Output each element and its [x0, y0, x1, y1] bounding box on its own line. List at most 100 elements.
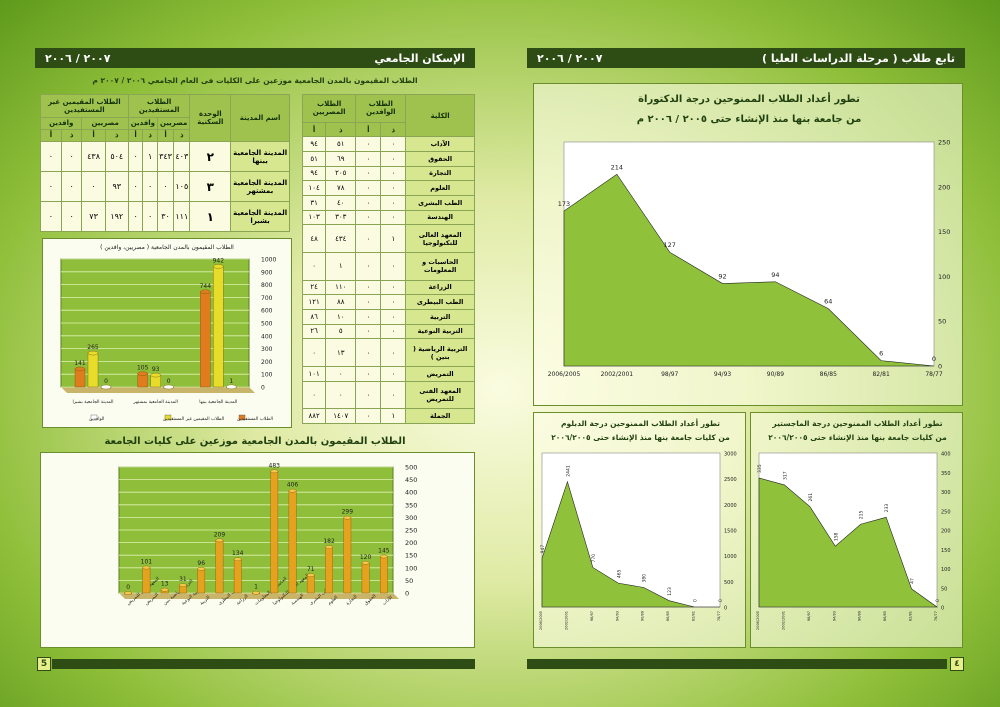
table-cell: ٤٣٤: [325, 224, 357, 253]
city-unit: ١: [189, 201, 232, 232]
city-header-egy: مصريين: [81, 116, 129, 130]
tick-label: 100: [941, 567, 951, 573]
college-name: المعهد العالى للتكنولوجيا: [405, 224, 475, 253]
data-label: 770: [591, 554, 597, 563]
diploma-title-2: من كليات جامعة بنها منذ الإنشاء حتى ٢٠٠٦…: [551, 433, 730, 442]
table-cell: ٨٦: [301, 308, 327, 325]
city-chart: الطلاب المقيمون بالمدن الجامعية ( مصريين…: [60, 244, 276, 422]
city-subheader: أ: [127, 128, 144, 143]
left-page-number: 5: [37, 657, 51, 671]
tick-label: 500: [405, 464, 417, 472]
table-row: المدينة الجامعية ببنها ٢ ٤٠٣ ٣٤٣ ١ ٠ ٥٠٤ ٤٣٨ ٠ ٠: [40, 141, 290, 172]
tick-label: 350: [405, 501, 417, 509]
bar-cap: [163, 384, 174, 390]
bar: [288, 490, 297, 594]
x-tick-label: 90/89: [641, 611, 645, 621]
tick-label: 50: [941, 586, 947, 592]
data-label: 0: [104, 378, 108, 385]
table-cell: ٠: [380, 251, 407, 281]
right-footer-bar: [527, 659, 947, 669]
city-subheader: أ: [40, 128, 62, 143]
table-cell: ١٤٠٧: [325, 408, 357, 424]
masters-chart: 0 50 100 150 200 250 300 350 400 335 2006/2005 317 2…: [756, 452, 951, 631]
table-cell: ٠: [380, 380, 407, 410]
city-unit: ٣: [189, 171, 232, 202]
college-name: الجملة: [405, 408, 475, 424]
table-cell: ٠: [355, 194, 382, 211]
col-header-college: الكلية: [405, 93, 475, 138]
tick-label: 0: [941, 606, 944, 612]
bar: [233, 559, 242, 594]
city-header-benefit: الطلاب المستفيدين: [127, 94, 191, 118]
table-row: المدينة الجامعية بمشتهر ٣ ١٠٥ ٠ ٠ ٠ ٩٣ ٠ ٠ ٠: [40, 171, 290, 202]
table-cell: ٠: [380, 151, 407, 167]
data-label: 158: [833, 532, 839, 541]
table-row: العلوم ٠ ٠ ٧٨ ١٠٤: [301, 180, 475, 196]
data-label: 1: [254, 584, 258, 591]
table-cell: ٨٨٢: [301, 408, 327, 424]
table-cell: ٤٠: [325, 194, 357, 211]
college-name: التربية: [405, 308, 475, 325]
table-cell: ٤٠٣: [173, 141, 191, 172]
tick-label: 700: [261, 295, 273, 302]
data-label: 127: [664, 241, 676, 249]
x-tick-label: 86/85: [883, 611, 887, 621]
tick-label: 2500: [724, 477, 737, 483]
table-cell: ٥: [325, 323, 357, 340]
table-cell: ١: [325, 251, 357, 281]
bar-cap: [226, 384, 237, 390]
data-label: 0: [718, 599, 724, 602]
table-cell: ٣٠: [156, 201, 175, 232]
table-cell: ٠: [355, 380, 382, 410]
data-label: 47: [910, 578, 916, 584]
table-cell: ٤٣٨: [81, 141, 106, 172]
data-label: 465: [616, 569, 622, 578]
table-cell: ١٣: [325, 338, 357, 367]
phd-title-1: تطور أعداد الطلاب الممنوحين درجة الدكتور…: [638, 94, 860, 105]
table-row: المعهد العالى للتكنولوجيا ١ ٠ ٤٣٤ ٤٨: [301, 224, 475, 253]
category-label: التربية: [199, 595, 211, 606]
table-cell: ٠: [380, 180, 407, 196]
data-label: 215: [859, 510, 865, 519]
tick-label: 400: [261, 333, 273, 340]
table-cell: ١٢١: [301, 294, 327, 310]
city-name: المدينة الجامعية ببنها: [230, 141, 290, 172]
x-tick-label: 82/81: [909, 611, 913, 621]
tick-label: 50: [405, 577, 413, 585]
table-row: الزراعة ٠ ٠ ١١٠ ٢٤: [301, 279, 475, 296]
city-subheader: ذ: [173, 128, 191, 143]
table-cell: ٠: [325, 365, 357, 382]
city-unit: ٢: [189, 141, 232, 172]
left-footer-bar: [52, 659, 475, 669]
table-cell: ٥١: [325, 136, 357, 152]
data-label: 123: [667, 587, 673, 596]
bar-cap: [380, 554, 388, 559]
table-cell: ٠: [355, 323, 382, 340]
table-cell: ٣١: [301, 194, 327, 211]
data-label: 406: [287, 482, 299, 489]
bar-cap: [200, 289, 211, 294]
table-cell: ٠: [355, 180, 382, 196]
table-cell: ٠: [301, 338, 327, 367]
bar-cap: [160, 587, 169, 592]
col-subheader: أ: [355, 121, 382, 138]
table-cell: ٠: [380, 136, 407, 152]
diploma-chart: 0 500 1000 1500 2000 2500 3000 947 2006/2005 2441…: [539, 452, 737, 631]
left-header-year: ٢٠٠٧ / ٢٠٠٦: [45, 51, 111, 65]
tick-label: 1000: [261, 257, 276, 264]
x-tick-label: 2006/2005: [539, 611, 543, 630]
table-cell: ٣٠٣: [325, 209, 357, 226]
college-name: الزراعة: [405, 279, 475, 296]
table-cell: ٠: [127, 171, 144, 202]
col-subheader: ذ: [325, 121, 357, 138]
cities-table-wrap: اسم المدينة الوحدة السكنية الطلاب المستفيد…: [39, 94, 290, 232]
data-label: 744: [200, 283, 212, 290]
tick-label: 400: [941, 452, 951, 458]
data-label: 182: [323, 538, 335, 545]
tick-label: 0: [938, 363, 942, 371]
table-cell: ٠: [380, 308, 407, 325]
tick-label: 300: [405, 514, 417, 522]
area-series: [563, 173, 935, 367]
table1-title: الطلاب المقيمون بالمدن الجامعية موزعين ع…: [92, 76, 418, 85]
